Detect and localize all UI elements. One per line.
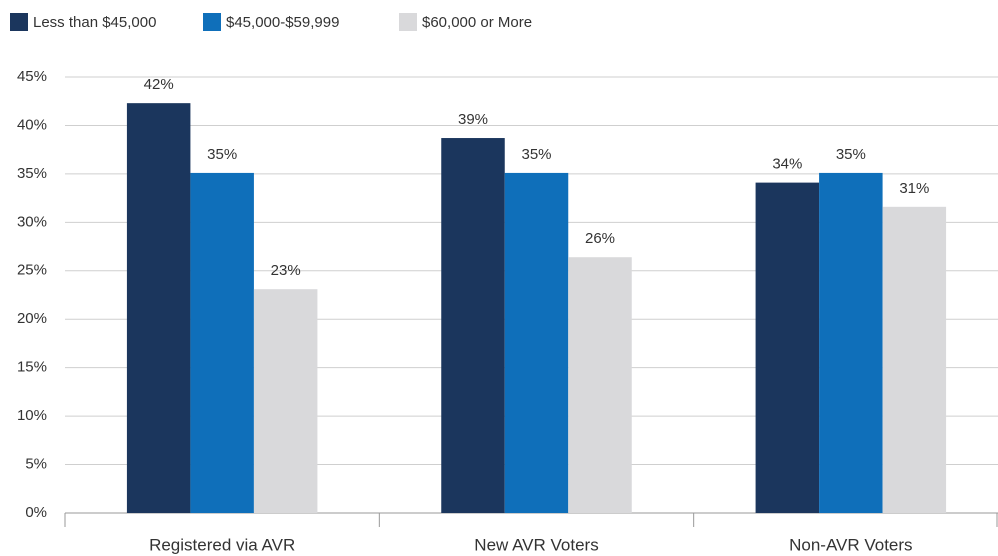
x-tick-label: New AVR Voters xyxy=(474,535,598,554)
data-label: 35% xyxy=(207,146,237,163)
bar xyxy=(253,289,318,513)
bar xyxy=(755,182,820,513)
y-tick-label: 0% xyxy=(25,504,47,521)
legend-label: Less than $45,000 xyxy=(33,14,156,31)
bar xyxy=(568,257,632,513)
y-tick-label: 15% xyxy=(17,359,47,376)
legend-label: $60,000 or More xyxy=(422,14,532,31)
data-label: 31% xyxy=(899,180,929,197)
y-tick-label: 5% xyxy=(25,456,47,473)
data-label: 34% xyxy=(772,156,802,173)
y-tick-label: 25% xyxy=(17,262,47,279)
y-tick-label: 10% xyxy=(17,407,47,424)
y-tick-label: 40% xyxy=(17,116,47,133)
data-label: 35% xyxy=(521,146,551,163)
y-tick-label: 30% xyxy=(17,213,47,230)
legend-label: $45,000-$59,999 xyxy=(226,14,339,31)
x-tick-label: Non-AVR Voters xyxy=(789,535,912,554)
y-tick-label: 20% xyxy=(17,310,47,327)
y-tick-label: 45% xyxy=(17,68,47,85)
bar xyxy=(190,172,254,514)
data-label: 42% xyxy=(144,76,174,93)
legend-swatch xyxy=(203,13,221,31)
bar xyxy=(819,172,883,514)
data-label: 39% xyxy=(458,111,488,128)
data-label: 35% xyxy=(836,146,866,163)
bar xyxy=(126,103,191,513)
data-label: 26% xyxy=(585,230,615,247)
bar xyxy=(504,172,569,514)
data-label: 23% xyxy=(271,262,301,279)
y-tick-label: 35% xyxy=(17,165,47,182)
legend-swatch xyxy=(399,13,417,31)
x-tick-label: Registered via AVR xyxy=(149,535,295,554)
bar xyxy=(441,138,505,514)
bar xyxy=(882,206,947,513)
legend-swatch xyxy=(10,13,28,31)
